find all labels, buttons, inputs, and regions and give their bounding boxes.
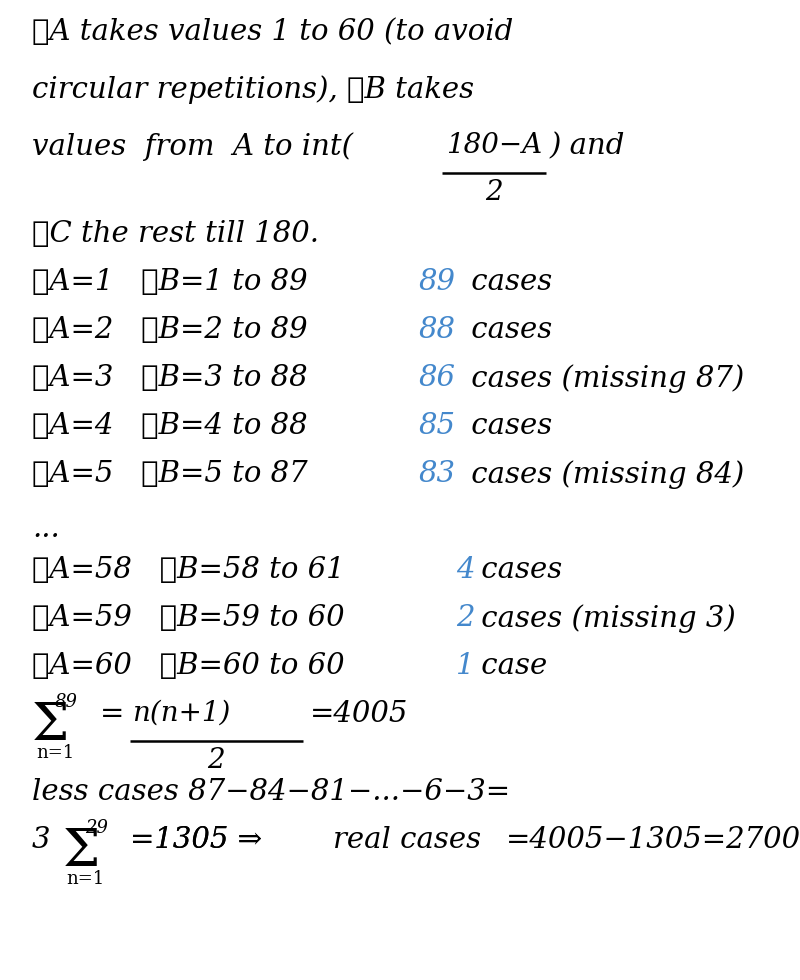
Text: ∡A=1   ∡B=1 to 89: ∡A=1 ∡B=1 to 89 — [32, 268, 326, 296]
Text: ∡A=5   ∡B=5 to 87: ∡A=5 ∡B=5 to 87 — [32, 460, 326, 488]
Text: 2: 2 — [207, 747, 225, 774]
Text: ∡A=58   ∡B=58 to 61: ∡A=58 ∡B=58 to 61 — [32, 556, 363, 584]
Text: 85: 85 — [419, 412, 456, 440]
Text: 1: 1 — [456, 652, 474, 680]
Text: ...: ... — [32, 515, 60, 543]
Text: n(n+1): n(n+1) — [132, 700, 230, 727]
Text: cases: cases — [462, 316, 552, 344]
Text: cases: cases — [472, 556, 562, 584]
Text: ∡C the rest till 180.: ∡C the rest till 180. — [32, 220, 319, 248]
Text: less cases 87−84−81−...−6−3=: less cases 87−84−81−...−6−3= — [32, 778, 510, 806]
Text: 180−A: 180−A — [446, 132, 542, 159]
Text: ∡A=4   ∡B=4 to 88: ∡A=4 ∡B=4 to 88 — [32, 412, 326, 440]
Text: cases (missing 3): cases (missing 3) — [472, 604, 735, 633]
Text: cases (missing 84): cases (missing 84) — [462, 460, 744, 489]
Text: cases: cases — [462, 412, 552, 440]
Text: =: = — [100, 700, 124, 728]
Text: 2: 2 — [456, 604, 474, 632]
Text: ∡A=3   ∡B=3 to 88: ∡A=3 ∡B=3 to 88 — [32, 364, 326, 392]
Text: ∡A=59   ∡B=59 to 60: ∡A=59 ∡B=59 to 60 — [32, 604, 363, 632]
Text: 89: 89 — [419, 268, 456, 296]
Text: real cases: real cases — [333, 826, 481, 854]
Text: cases: cases — [462, 268, 552, 296]
Text: 4: 4 — [456, 556, 474, 584]
Text: 89: 89 — [54, 693, 78, 711]
Text: values  from  A to int(: values from A to int( — [32, 132, 353, 161]
Text: n=1: n=1 — [66, 870, 105, 888]
Text: case: case — [472, 652, 547, 680]
Text: =4005: =4005 — [310, 700, 409, 728]
Text: 88: 88 — [419, 316, 456, 344]
Text: 2: 2 — [485, 179, 502, 206]
Text: =1305 ⇒: =1305 ⇒ — [130, 826, 262, 854]
Text: ∡A=2   ∡B=2 to 89: ∡A=2 ∡B=2 to 89 — [32, 316, 326, 344]
Text: 29: 29 — [85, 819, 108, 837]
Text: 3: 3 — [32, 826, 50, 854]
Text: =4005−1305=2700: =4005−1305=2700 — [506, 826, 800, 854]
Text: 83: 83 — [419, 460, 456, 488]
Text: ∡A=60   ∡B=60 to 60: ∡A=60 ∡B=60 to 60 — [32, 652, 363, 680]
Text: Σ: Σ — [32, 700, 70, 751]
Text: n=1: n=1 — [36, 744, 74, 762]
Text: =1305 ⇒: =1305 ⇒ — [130, 826, 262, 854]
Text: Σ: Σ — [62, 826, 100, 877]
Text: ) and: ) and — [550, 132, 625, 160]
Text: circular repetitions), ∡B takes: circular repetitions), ∡B takes — [32, 75, 474, 104]
Text: 86: 86 — [419, 364, 456, 392]
Text: cases (missing 87): cases (missing 87) — [462, 364, 744, 393]
Text: ∡A takes values 1 to 60 (to avoid: ∡A takes values 1 to 60 (to avoid — [32, 18, 514, 46]
